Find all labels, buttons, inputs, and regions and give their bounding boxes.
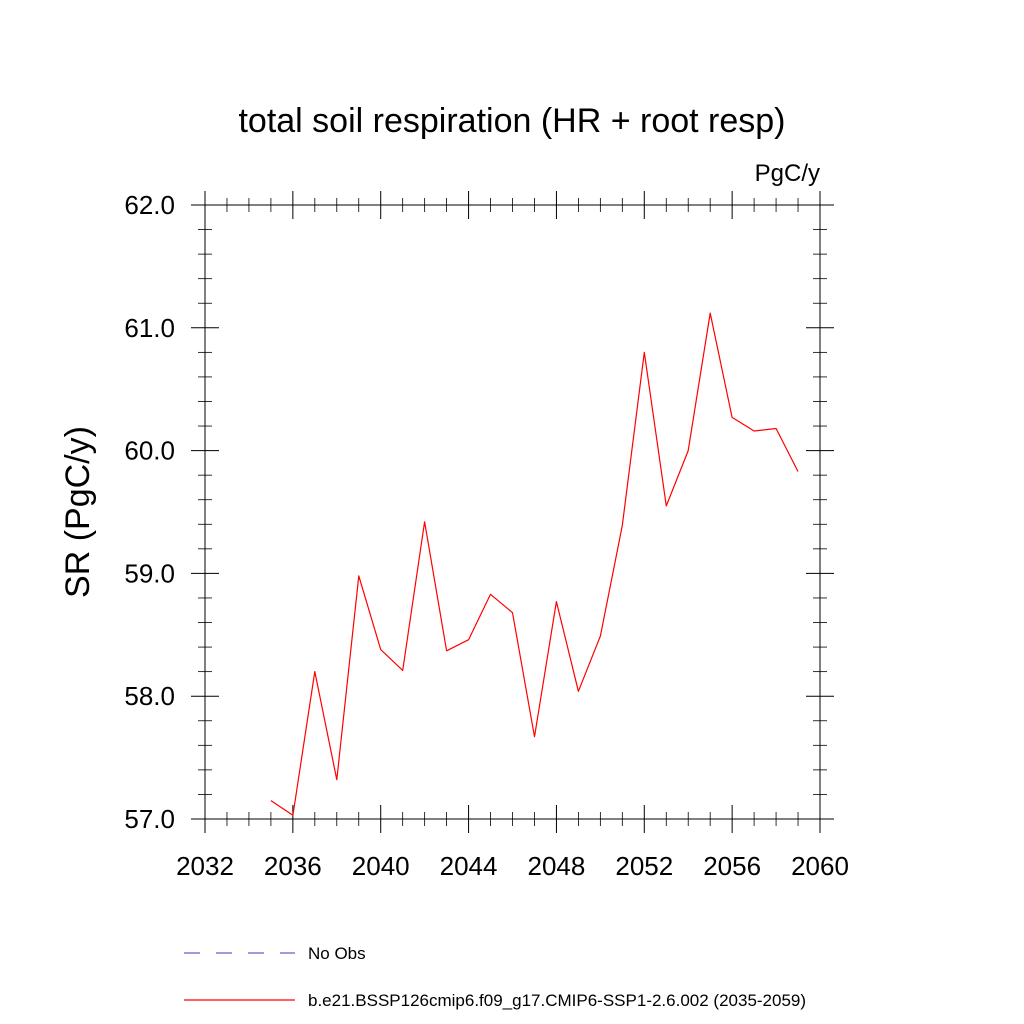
series-line (270, 312, 799, 816)
x-tick-label: 2044 (440, 851, 498, 881)
chart-title: total soil respiration (HR + root resp) (238, 102, 785, 140)
x-tick-label: 2060 (791, 851, 849, 881)
x-tick-label: 2048 (528, 851, 586, 881)
y-tick-label: 58.0 (124, 681, 175, 711)
x-tick-label: 2052 (615, 851, 673, 881)
y-tick-label: 60.0 (124, 436, 175, 466)
units-label: PgC/y (755, 160, 820, 187)
data-lines (270, 312, 799, 816)
legend: No Obs b.e21.BSSP126cmip6.f09_g17.CMIP6-S… (184, 944, 806, 1010)
y-tick-label: 57.0 (124, 804, 175, 834)
plot-area: 2032 2036 2040 2044 2048 2052 2056 2060 57.0 58.0… (124, 190, 849, 881)
y-tick-label: 61.0 (124, 313, 175, 343)
y-axis-label: SR (PgC/y) (59, 426, 97, 598)
y-tick-label: 59.0 (124, 558, 175, 588)
x-tick-label: 2056 (703, 851, 761, 881)
axis-ticks (191, 191, 834, 833)
tick-labels: 2032 2036 2040 2044 2048 2052 2056 2060 57.0 58.0… (124, 190, 849, 881)
plot-frame (204, 204, 821, 820)
x-tick-label: 2040 (352, 851, 410, 881)
y-tick-label: 62.0 (124, 190, 175, 220)
legend-label: No Obs (308, 944, 366, 963)
x-tick-label: 2032 (176, 851, 234, 881)
legend-label: b.e21.BSSP126cmip6.f09_g17.CMIP6-SSP1-2.… (308, 991, 806, 1010)
x-tick-label: 2036 (264, 851, 322, 881)
